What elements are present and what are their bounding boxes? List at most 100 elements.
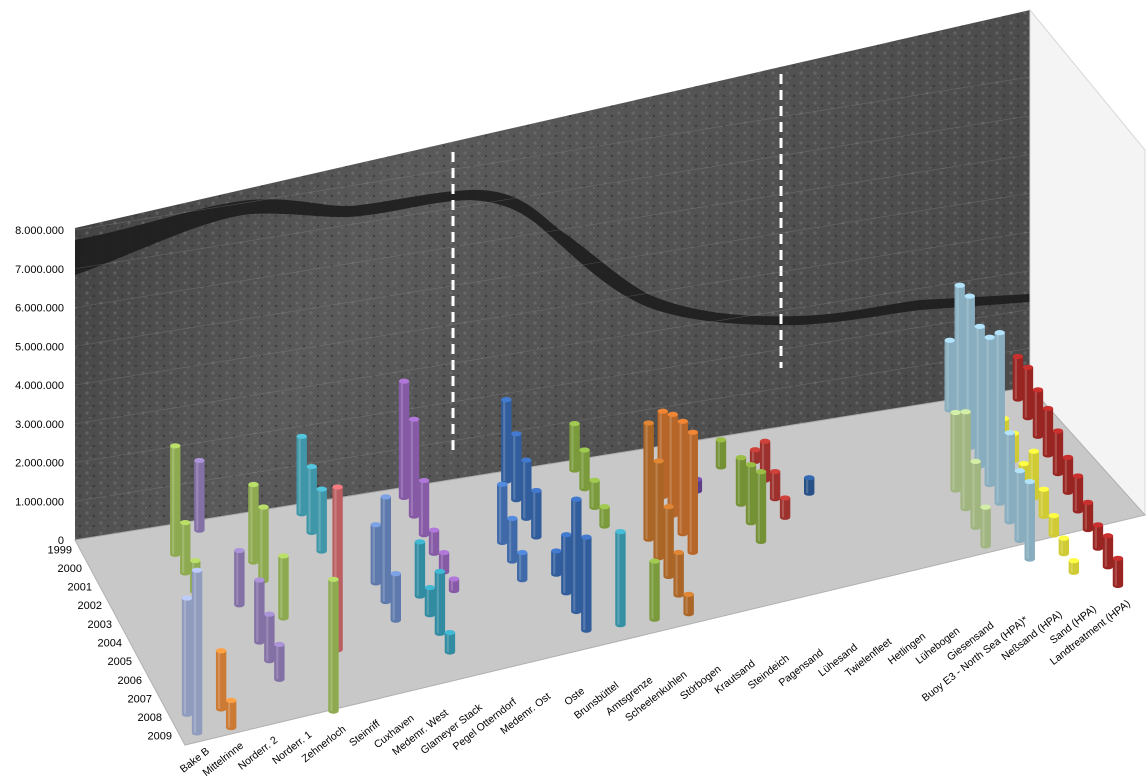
- bar: [726, 483, 736, 488]
- bar: [942, 610, 952, 615]
- bar: [398, 378, 410, 501]
- y-tick-label: 0: [58, 535, 64, 547]
- bar: [738, 643, 748, 648]
- bar: [1035, 575, 1045, 580]
- bar: [808, 429, 818, 434]
- bar: [292, 573, 302, 578]
- bar: [698, 568, 708, 573]
- bar: [535, 473, 545, 478]
- bar: [623, 499, 633, 504]
- bar: [906, 474, 916, 479]
- bar: [844, 565, 854, 570]
- bar: [703, 648, 713, 653]
- bar: [712, 526, 722, 531]
- bar: [974, 323, 985, 469]
- bar: [613, 481, 623, 486]
- bar: [272, 535, 282, 540]
- bar: [370, 522, 382, 586]
- bar: [278, 553, 289, 621]
- bar: [667, 411, 678, 518]
- bar: [230, 664, 240, 669]
- bar: [605, 603, 615, 608]
- bar: [411, 655, 421, 660]
- bar: [228, 522, 238, 527]
- bar: [872, 480, 882, 485]
- bar: [994, 330, 1005, 506]
- bar: [677, 418, 688, 537]
- bar: [796, 613, 806, 618]
- bar: [1112, 555, 1124, 589]
- bar: [749, 447, 761, 465]
- bar: [376, 660, 386, 665]
- bar: [274, 641, 285, 682]
- bar: [296, 433, 307, 517]
- bar: [820, 589, 830, 594]
- bar: [497, 481, 508, 545]
- bar: [152, 656, 162, 661]
- station-label: Norderr. 2: [236, 734, 280, 772]
- bar: [537, 614, 547, 619]
- gridline: [74, 347, 1031, 502]
- bar: [513, 638, 523, 643]
- bar: [1092, 522, 1104, 551]
- bar: [663, 504, 674, 580]
- year-label: 2000: [58, 563, 82, 575]
- bar: [258, 504, 269, 584]
- bar: [1102, 533, 1114, 570]
- bar: [1010, 599, 1020, 604]
- bar: [318, 690, 328, 695]
- bar: [1004, 430, 1015, 525]
- bar: [669, 654, 679, 659]
- year-label: 2009: [148, 731, 172, 743]
- bar: [428, 527, 440, 556]
- gridline: [74, 309, 1031, 463]
- bar: [1045, 594, 1055, 599]
- bar: [136, 557, 146, 562]
- bar: [854, 584, 864, 589]
- year-label: 2005: [108, 656, 132, 668]
- bar: [545, 492, 555, 497]
- bar: [599, 504, 610, 529]
- bar: [868, 541, 878, 546]
- bar: [976, 605, 986, 610]
- bar: [328, 576, 339, 714]
- bar: [762, 619, 772, 624]
- bar: [752, 600, 762, 605]
- y-tick-label: 7.000.000: [15, 264, 64, 276]
- bar: [732, 563, 742, 568]
- bar: [238, 541, 248, 546]
- bar: [776, 576, 786, 581]
- bar: [225, 697, 237, 731]
- bar: [122, 600, 132, 605]
- bar: [912, 554, 922, 559]
- bar: [693, 630, 703, 635]
- station-label: Buoy E3 - North Sea (HPA)*: [920, 614, 1031, 704]
- bar: [579, 447, 590, 492]
- bar: [852, 442, 862, 447]
- bar: [501, 397, 512, 484]
- bar: [643, 420, 654, 542]
- bar: [517, 549, 528, 583]
- bar: [800, 552, 810, 557]
- bar: [366, 642, 376, 647]
- bar: [162, 674, 172, 679]
- bar: [215, 648, 227, 712]
- bar: [774, 435, 784, 440]
- bar: [483, 583, 493, 588]
- bar: [448, 576, 460, 594]
- bar: [769, 468, 781, 502]
- year-label: 2007: [128, 693, 152, 705]
- bar: [489, 663, 499, 668]
- bar: [896, 456, 906, 461]
- bar: [702, 507, 712, 512]
- bar: [633, 518, 643, 523]
- bar: [902, 536, 912, 541]
- bar: [312, 610, 322, 615]
- bar: [569, 420, 580, 473]
- bar: [469, 625, 479, 630]
- bar: [142, 637, 152, 642]
- bar: [589, 477, 600, 510]
- bar: [615, 529, 626, 628]
- bar: [459, 607, 469, 612]
